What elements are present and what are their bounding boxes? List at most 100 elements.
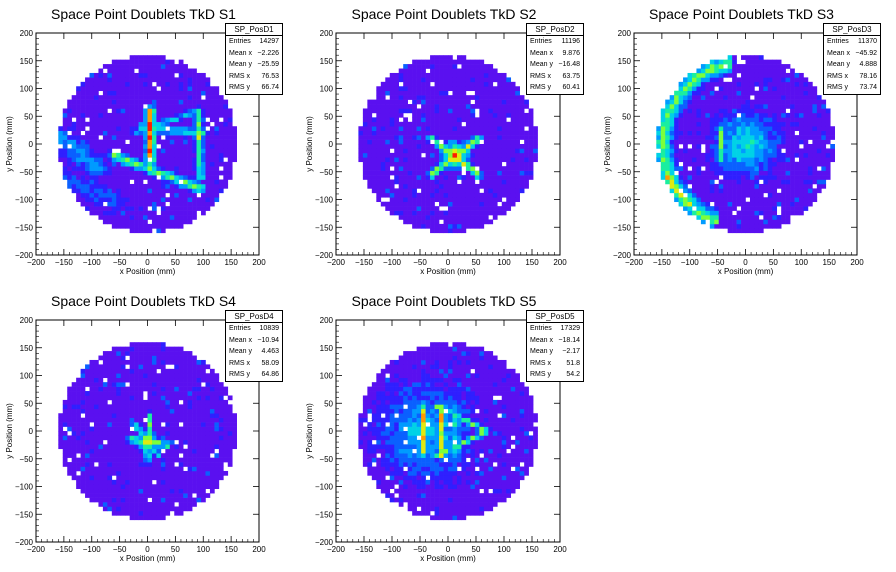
heatmap-cell (691, 166, 697, 171)
heatmap-cell (80, 197, 86, 203)
heatmap-cell (456, 161, 462, 167)
heatmap-cell (474, 99, 480, 105)
heatmap-cell (156, 148, 162, 154)
heatmap-cell (178, 81, 184, 87)
heatmap-cell (156, 219, 162, 225)
heatmap-cell (76, 86, 81, 92)
heatmap-cell (116, 161, 122, 167)
heatmap-cell (718, 192, 724, 198)
heatmap-cell (178, 64, 184, 69)
heatmap-cell (461, 197, 467, 203)
y-tick-label: −50 (319, 168, 333, 177)
heatmap-cell (89, 457, 95, 463)
heatmap-cell (781, 104, 786, 109)
heatmap-cell (705, 108, 711, 114)
heatmap-cell (160, 466, 166, 472)
heatmap-cell (474, 59, 480, 65)
heatmap-cell (430, 175, 435, 180)
heatmap-cell (160, 81, 166, 87)
heatmap-cell (147, 108, 153, 114)
heatmap-cell (497, 175, 503, 180)
heatmap-cell (134, 104, 139, 109)
heatmap-cell (71, 170, 77, 176)
heatmap-cell (497, 104, 503, 109)
heatmap-cell (492, 121, 498, 127)
heatmap-cell (767, 219, 773, 225)
heatmap-cell (754, 148, 760, 154)
heatmap-cell (223, 183, 229, 189)
heatmap-cell (790, 144, 795, 149)
heatmap-cell (362, 135, 368, 140)
heatmap-cell (80, 448, 86, 454)
heatmap-cell (205, 86, 211, 92)
heatmap-cell (371, 121, 377, 127)
heatmap-cell (147, 223, 153, 229)
heatmap-cell (741, 152, 746, 158)
heatmap-cell (147, 395, 153, 401)
heatmap-cell (89, 152, 95, 158)
heatmap-cell (799, 157, 804, 163)
heatmap-cell (785, 161, 791, 167)
heatmap-cell (745, 117, 751, 123)
heatmap-cell (709, 175, 715, 180)
heatmap-cell (120, 117, 126, 123)
heatmap-cell (165, 183, 171, 189)
heatmap-cell (439, 201, 444, 207)
heatmap-cell (192, 72, 197, 78)
heatmap-cell (741, 144, 746, 149)
heatmap-cell (492, 112, 498, 118)
heatmap-cell (183, 81, 188, 87)
heatmap-cell (187, 112, 193, 118)
heatmap-cell (683, 77, 688, 83)
heatmap-cell (407, 108, 413, 114)
heatmap-cell (412, 152, 417, 158)
heatmap-cell (465, 86, 471, 92)
heatmap-cell (116, 466, 122, 472)
heatmap-cell (196, 104, 202, 109)
heatmap-cell (120, 144, 126, 149)
heatmap-cell (448, 121, 453, 127)
heatmap-cell (218, 152, 224, 158)
heatmap-cell (465, 223, 471, 229)
heatmap-cell (129, 219, 135, 225)
heatmap-cell (116, 448, 122, 454)
heatmap-cell (67, 444, 72, 450)
heatmap-cell (209, 117, 215, 123)
heatmap-cell (430, 59, 435, 65)
heatmap-cell (434, 170, 440, 176)
heatmap-cell (151, 386, 157, 392)
heatmap-cell (187, 470, 193, 476)
heatmap-cell (416, 206, 422, 211)
heatmap-cell (687, 197, 693, 203)
heatmap-cell (85, 77, 90, 83)
heatmap-cell (448, 175, 453, 180)
heatmap-cell (723, 59, 728, 65)
heatmap-cell (102, 399, 108, 405)
heatmap-cell (93, 161, 99, 167)
heatmap-cell (98, 148, 104, 154)
heatmap-cell (187, 355, 193, 361)
heatmap-cell (169, 64, 175, 69)
heatmap-cell (147, 351, 153, 356)
heatmap-cell (510, 108, 516, 114)
heatmap-cell (403, 215, 408, 220)
heatmap-cell (510, 135, 516, 140)
heatmap-cell (825, 112, 831, 118)
heatmap-cell (371, 170, 377, 176)
heatmap-cell (192, 139, 197, 145)
heatmap-cell (111, 386, 117, 392)
heatmap-cell (107, 448, 113, 454)
heatmap-cell (434, 215, 440, 220)
heatmap-cell (151, 502, 157, 507)
heatmap-cell (398, 157, 404, 163)
heatmap-cell (151, 175, 157, 180)
heatmap-cell (394, 166, 400, 171)
heatmap-cell (749, 72, 755, 78)
heatmap-cell (465, 206, 471, 211)
y-tick-label: 200 (618, 29, 632, 38)
heatmap-cell (129, 157, 135, 163)
heatmap-cell (125, 161, 130, 167)
heatmap-cell (416, 157, 422, 163)
heatmap-cell (138, 157, 144, 163)
heatmap-cell (147, 448, 153, 454)
